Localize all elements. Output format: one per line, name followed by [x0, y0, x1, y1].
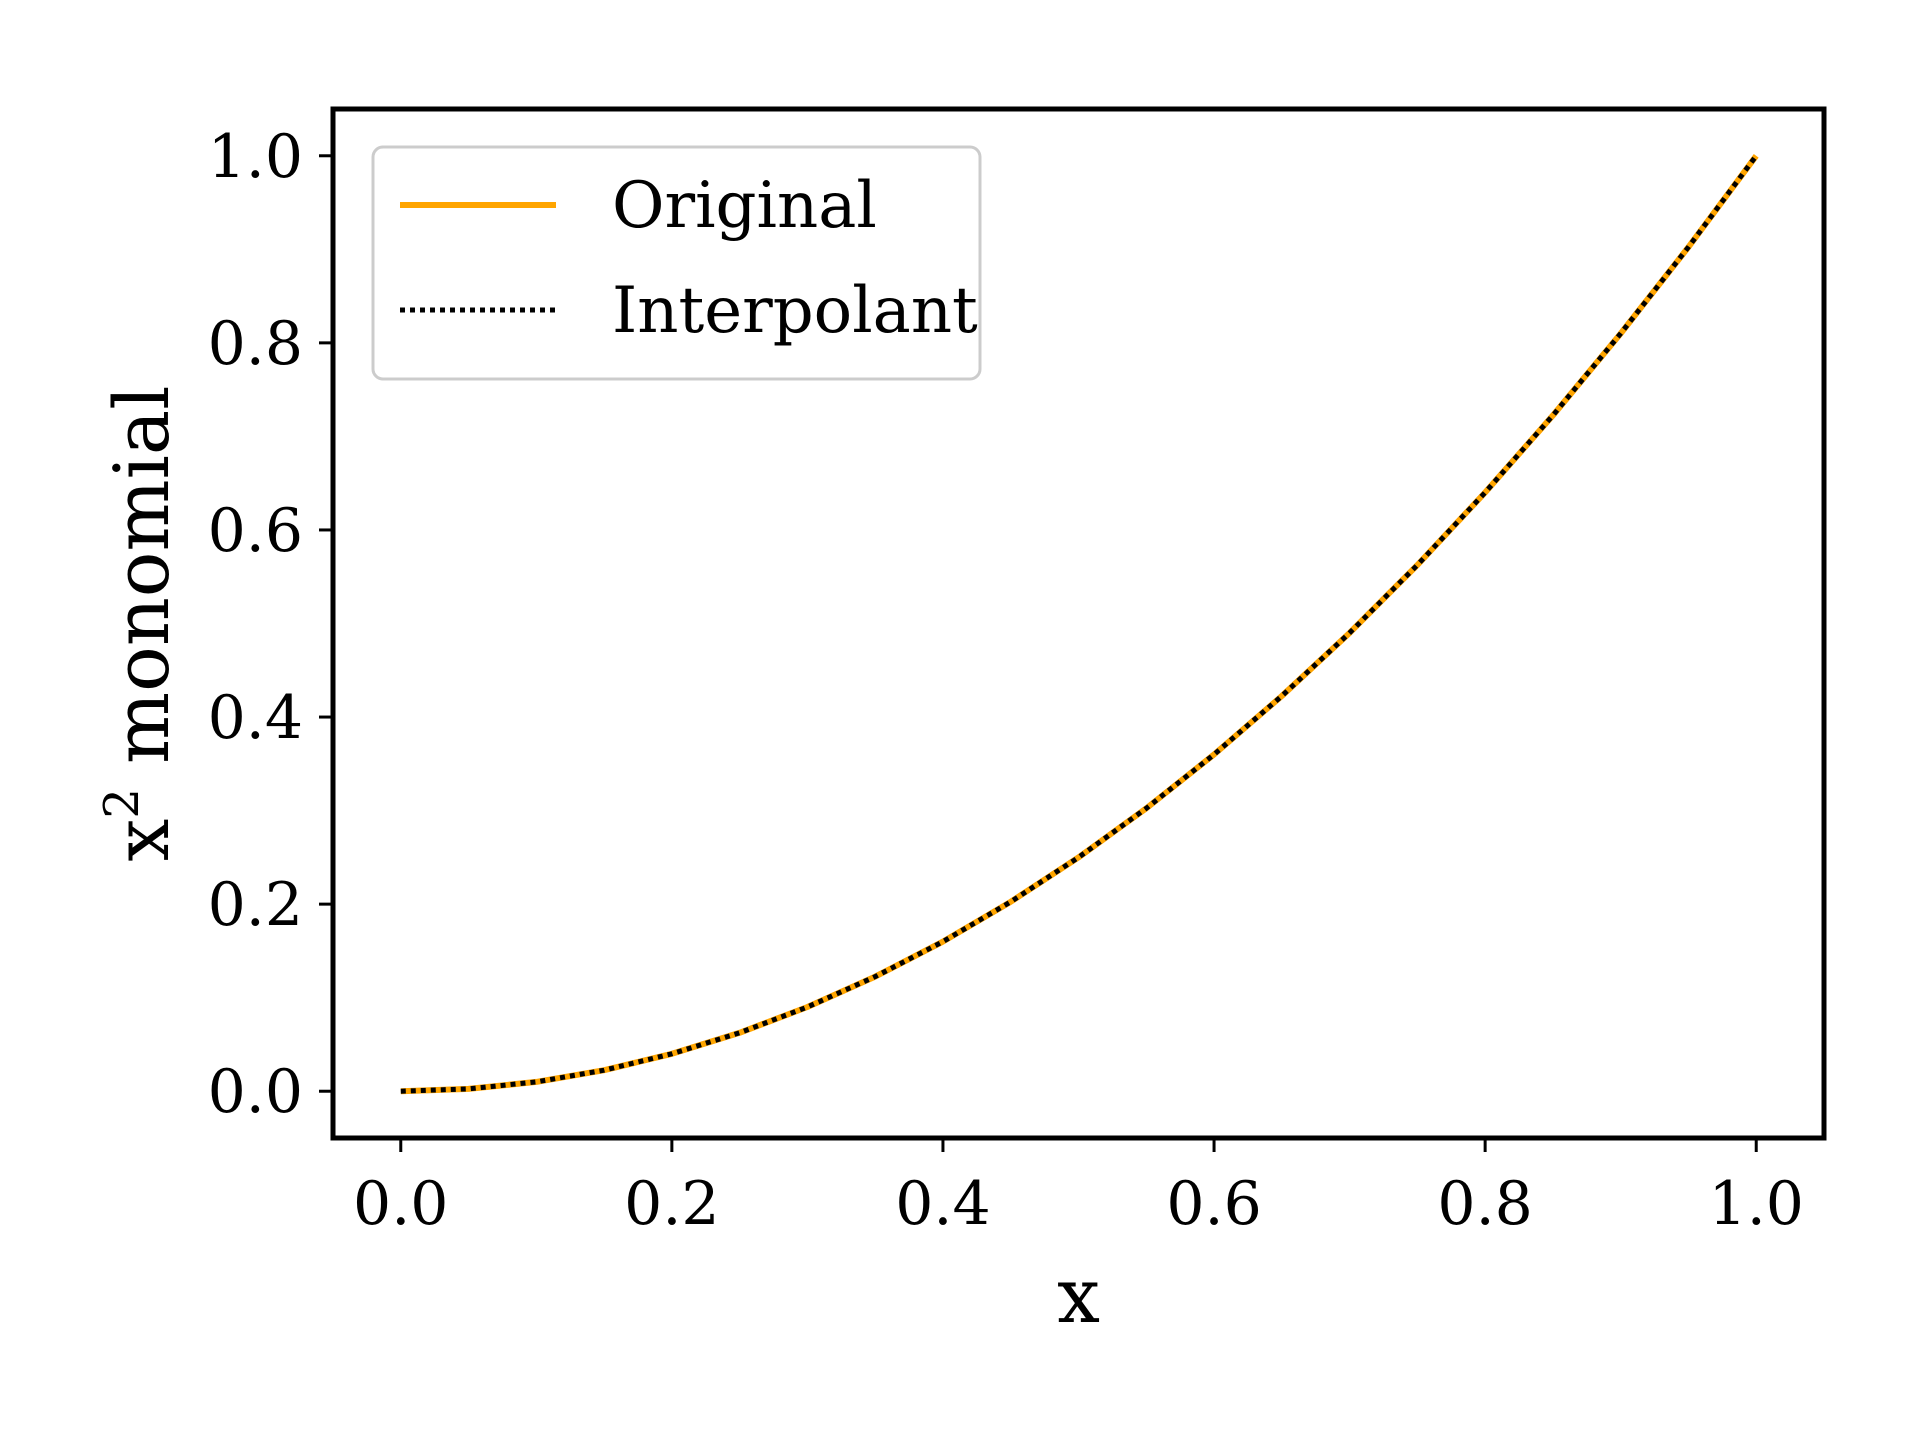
x-tick-label: 1.0 [1709, 1169, 1804, 1239]
y-axis-label-base: x [97, 819, 186, 862]
y-tick-label: 1.0 [208, 122, 303, 192]
legend: Original Interpolant [371, 145, 982, 381]
y-tick-label: 0.8 [208, 309, 303, 379]
y-axis-ticks: 0.0 0.2 0.4 0.6 0.8 1.0 [208, 122, 333, 1127]
plot-frame [330, 106, 1827, 1141]
y-axis-label-text: x2 monomial [94, 385, 186, 861]
y-tick-label: 0.4 [208, 683, 303, 753]
y-axis-label-superscript: 2 [94, 788, 150, 819]
series-layer [400, 154, 1759, 1095]
x-axis-ticks: 0.0 0.2 0.4 0.6 0.8 1.0 [353, 1138, 1804, 1239]
x-tick-label: 0.0 [353, 1169, 448, 1239]
series-line-interpolant [400, 154, 1759, 1094]
x-tick-label: 0.4 [895, 1169, 990, 1239]
y-tick-label: 0.6 [208, 496, 303, 566]
x-tick-label: 0.8 [1437, 1169, 1532, 1239]
x-tick-label: 0.2 [624, 1169, 719, 1239]
y-tick-label: 0.0 [208, 1057, 303, 1127]
legend-label-interpolant: Interpolant [612, 274, 978, 348]
y-axis-label-suffix: monomial [97, 385, 186, 788]
legend-label-original: Original [612, 169, 877, 243]
y-tick-label: 0.2 [208, 870, 303, 940]
x-tick-label: 0.6 [1166, 1169, 1261, 1239]
y-axis-label: x2 monomial [94, 385, 186, 861]
x-axis-label: x [1057, 1251, 1100, 1340]
